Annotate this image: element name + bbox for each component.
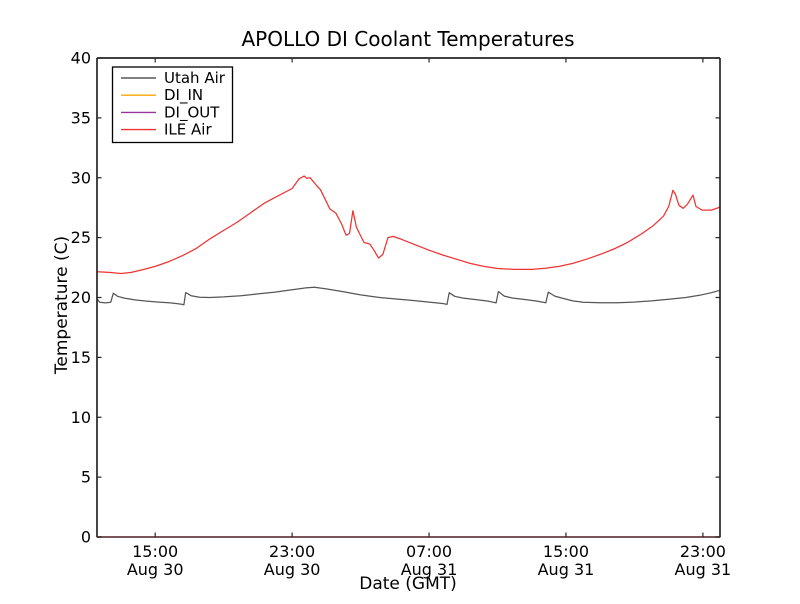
legend-label: DI_IN xyxy=(164,86,203,105)
y-tick-label: 25 xyxy=(71,228,91,247)
y-tick-label: 5 xyxy=(81,468,91,487)
x-tick-label-date: Aug 31 xyxy=(401,560,458,579)
x-tick-label-time: 15:00 xyxy=(543,542,589,561)
series-layer xyxy=(96,175,721,538)
legend-label: ILE Air xyxy=(164,121,212,139)
series-line-ile-air xyxy=(96,175,721,275)
y-tick-label: 0 xyxy=(81,528,91,547)
y-tick-label: 15 xyxy=(71,348,91,367)
x-tick-label-time: 07:00 xyxy=(406,542,452,561)
legend-label: Utah Air xyxy=(164,69,226,87)
x-tick-label-date: Aug 30 xyxy=(264,560,321,579)
legend-label: DI_OUT xyxy=(164,103,220,122)
x-tick-label-time: 23:00 xyxy=(680,542,726,561)
series-line-utah-air xyxy=(96,286,721,306)
y-tick-label: 10 xyxy=(71,408,91,427)
x-axis-label: Date (GMT) xyxy=(359,574,457,594)
y-tick-label: 35 xyxy=(71,108,91,127)
y-tick-label: 20 xyxy=(71,288,91,307)
x-tick-label-date: Aug 31 xyxy=(538,560,595,579)
chart-title: APOLLO DI Coolant Temperatures xyxy=(241,27,574,51)
y-axis-label: Temperature (C) xyxy=(52,236,72,375)
x-tick-label-date: Aug 30 xyxy=(127,560,184,579)
x-tick-label-date: Aug 31 xyxy=(675,560,732,579)
x-tick-label-time: 23:00 xyxy=(269,542,315,561)
x-tick-label-time: 15:00 xyxy=(132,542,178,561)
y-tick-label: 40 xyxy=(71,49,91,68)
y-tick-label: 30 xyxy=(71,168,91,187)
